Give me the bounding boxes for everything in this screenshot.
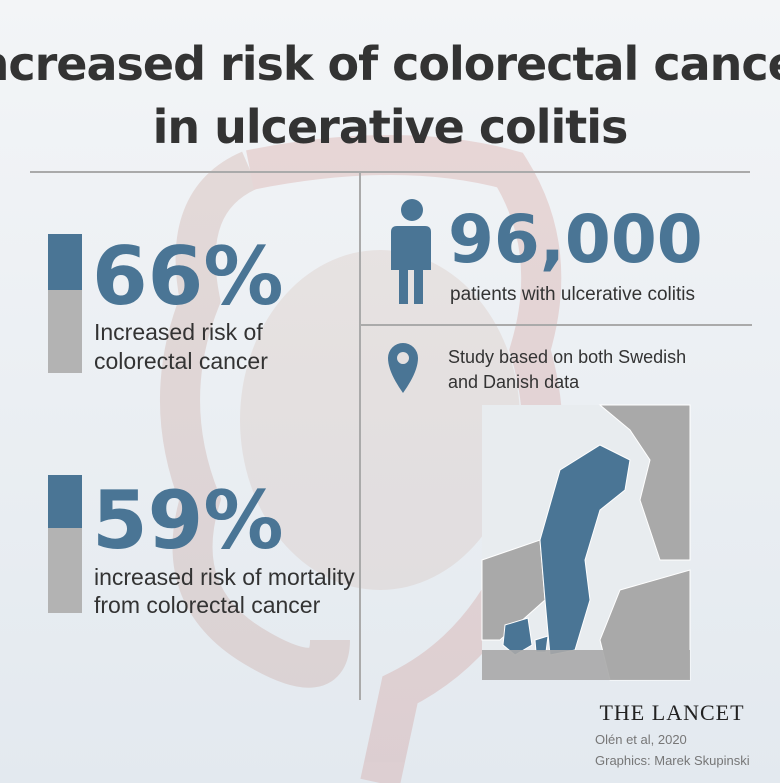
stat-description: colorectal cancer: [94, 348, 268, 374]
location-icon: [388, 343, 418, 393]
journal: THE LANCET: [599, 700, 744, 725]
stat-description: Increased risk of: [94, 319, 263, 345]
indicator: [48, 475, 82, 528]
person-icon: [391, 199, 431, 304]
intestine-illustration: [160, 135, 563, 783]
stat-value: 59%: [92, 474, 283, 567]
indicator: [48, 234, 82, 290]
citation: Olén et al, 2020: [595, 732, 687, 747]
stat-value: 66%: [92, 230, 283, 323]
patients-value: 96,000: [448, 201, 703, 278]
study-description: Study based on both Swedish: [448, 347, 686, 367]
title: Increased risk of colorectal cancer: [0, 37, 780, 91]
credit: Graphics: Marek Skupinski: [595, 753, 750, 768]
stat-description: from colorectal cancer: [94, 592, 321, 618]
map: [481, 404, 691, 681]
stat-description: increased risk of mortality: [94, 564, 355, 590]
study-description: and Danish data: [448, 372, 580, 392]
patients-description: patients with ulcerative colitis: [450, 284, 695, 305]
indicator: [48, 290, 82, 373]
indicator: [48, 528, 82, 613]
title: in ulcerative colitis: [153, 100, 628, 154]
dividers: [30, 171, 752, 700]
